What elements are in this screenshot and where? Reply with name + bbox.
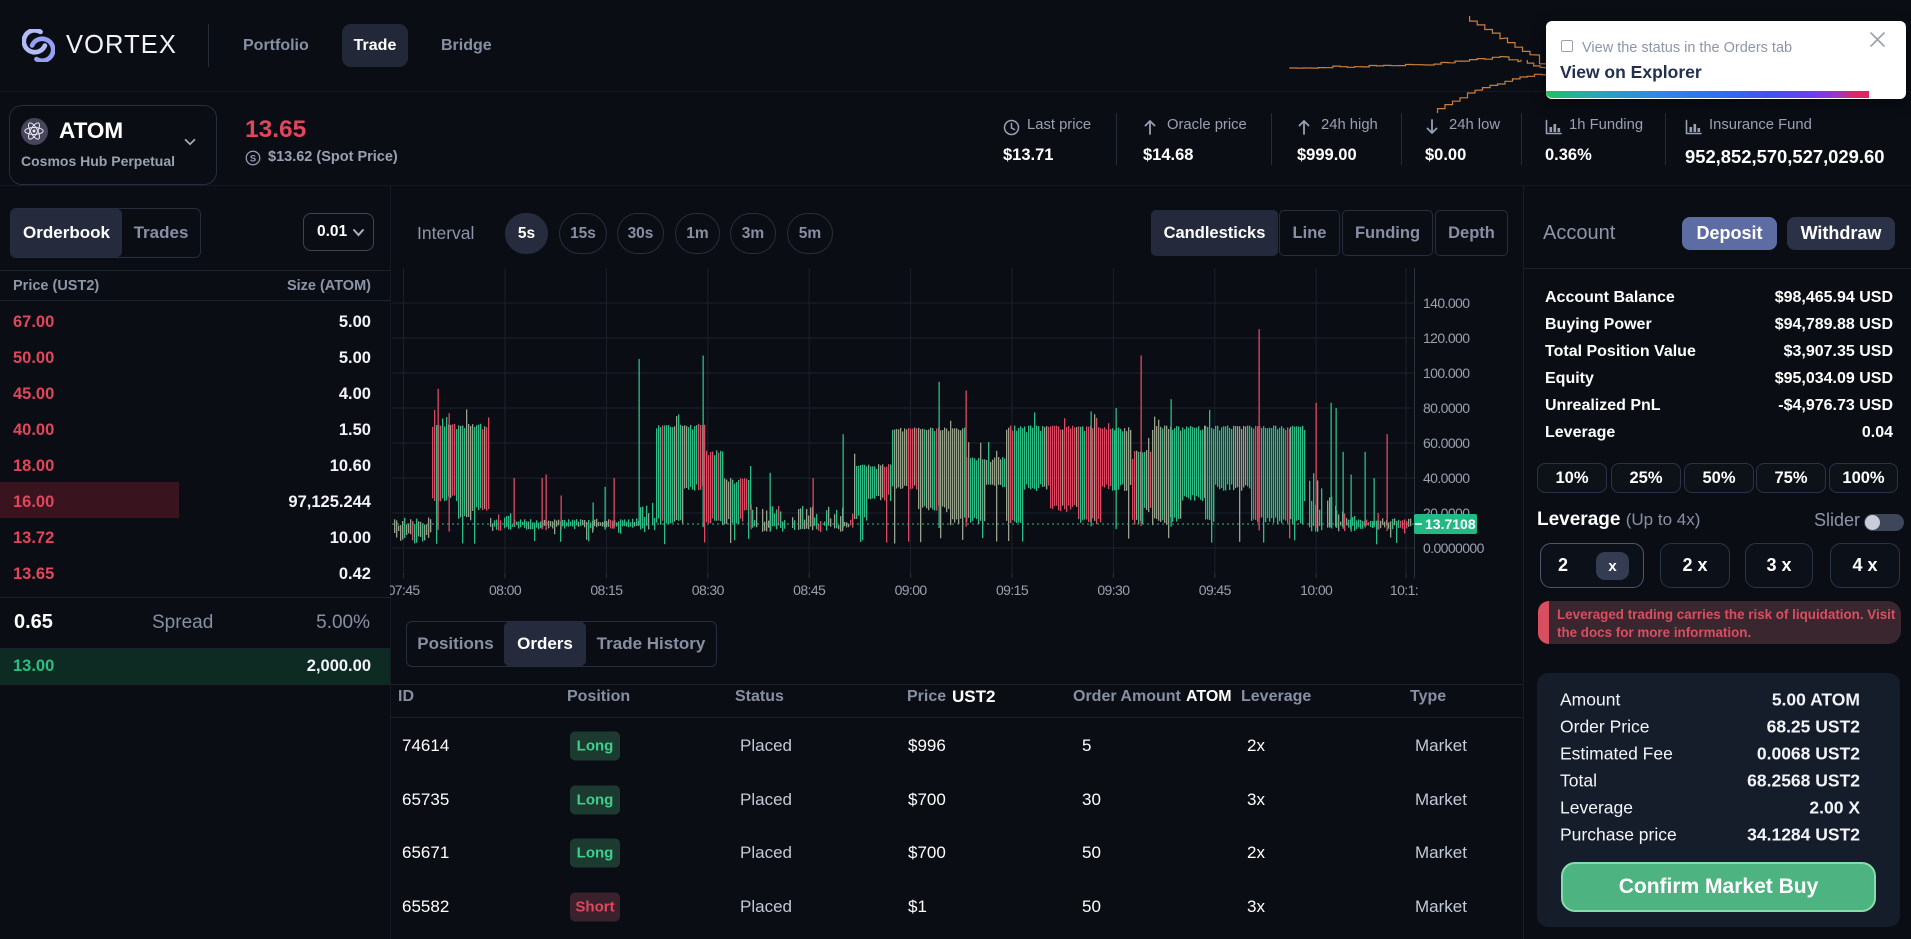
svg-text:09:00: 09:00 <box>895 582 928 598</box>
svg-text:08:15: 08:15 <box>590 582 623 598</box>
svg-text:09:30: 09:30 <box>1097 582 1130 598</box>
svg-text:S: S <box>250 154 256 164</box>
svg-text:13.7108: 13.7108 <box>1425 516 1476 532</box>
svg-text:120.000: 120.000 <box>1423 330 1470 346</box>
svg-text:09:15: 09:15 <box>996 582 1029 598</box>
svg-text:100.000: 100.000 <box>1423 365 1470 381</box>
svg-text:0.0000000: 0.0000000 <box>1423 540 1485 556</box>
svg-text:09:45: 09:45 <box>1199 582 1232 598</box>
svg-text:08:30: 08:30 <box>692 582 725 598</box>
svg-text:10:1:: 10:1: <box>1390 582 1418 598</box>
svg-text:60.0000: 60.0000 <box>1423 435 1470 451</box>
svg-text:80.0000: 80.0000 <box>1423 400 1470 416</box>
svg-text:08:00: 08:00 <box>489 582 522 598</box>
svg-text:08:45: 08:45 <box>793 582 826 598</box>
svg-text:140.000: 140.000 <box>1423 295 1470 311</box>
svg-text:40.0000: 40.0000 <box>1423 470 1470 486</box>
svg-text:07:45: 07:45 <box>390 582 420 598</box>
svg-text:10:00: 10:00 <box>1300 582 1333 598</box>
